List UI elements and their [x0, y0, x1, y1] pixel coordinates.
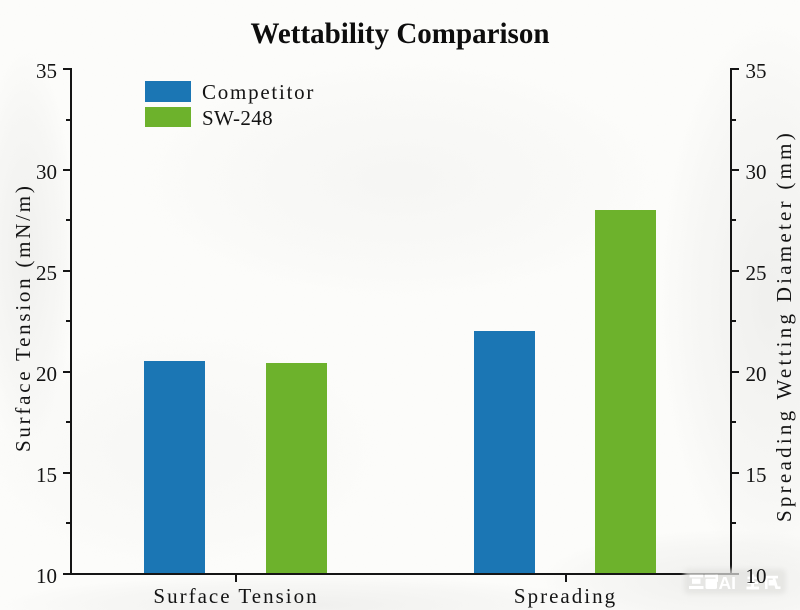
svg-text:AI: AI [719, 574, 737, 591]
